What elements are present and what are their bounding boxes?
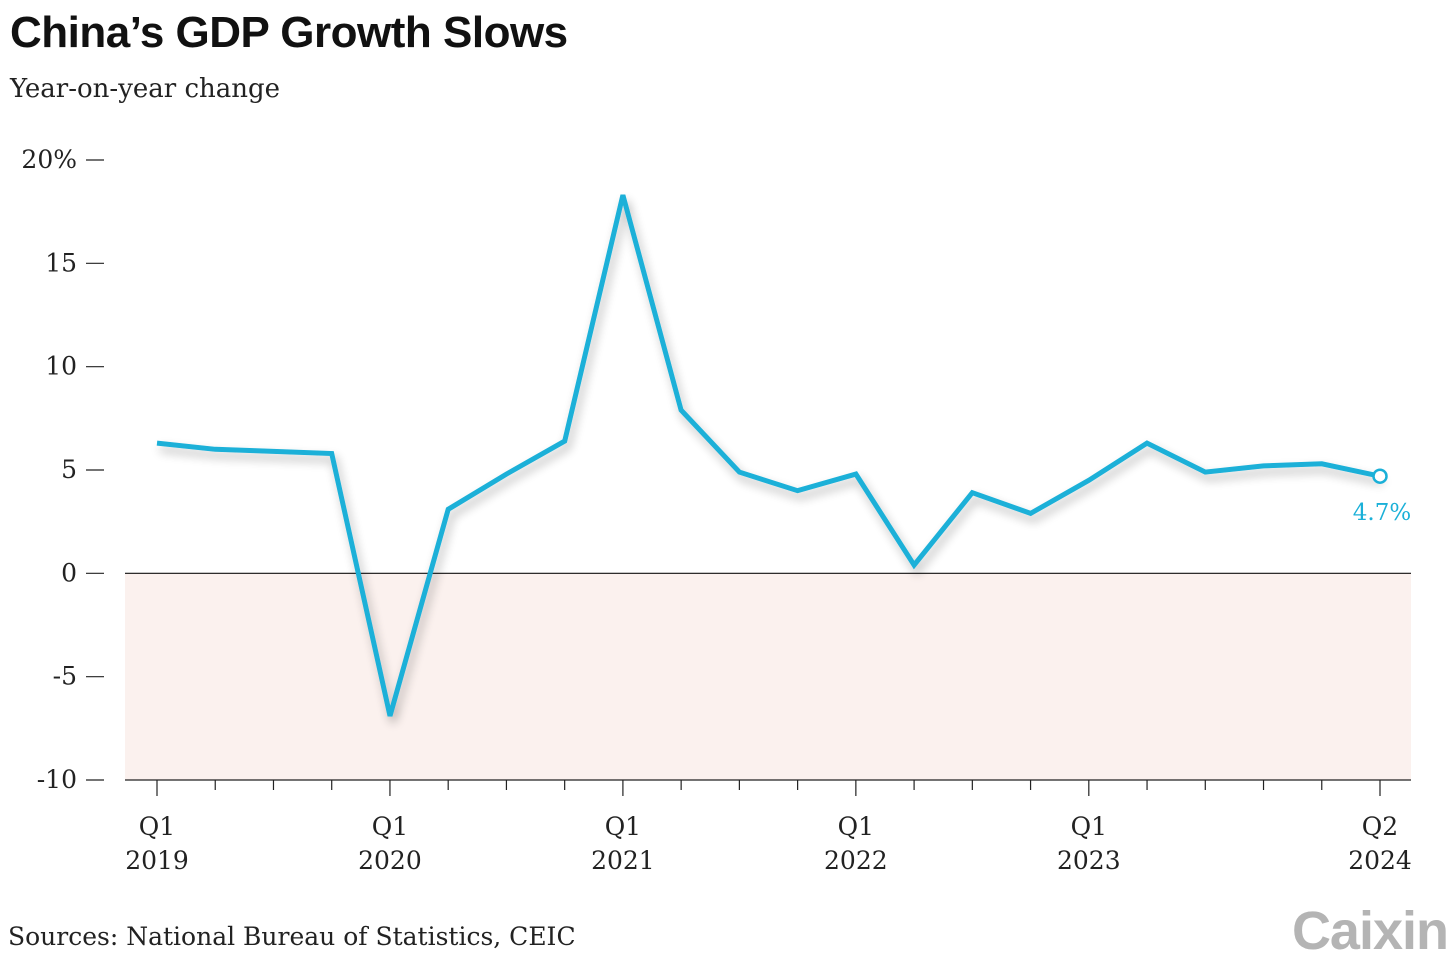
x-tick-quarter-label: Q1 bbox=[605, 812, 641, 841]
x-tick-year-label: 2021 bbox=[591, 846, 655, 875]
x-axis: Q1 2019 Q1 2020 Q1 2021 Q1 2022 Q1 2023 Q2 2024 bbox=[125, 779, 1412, 875]
chart-subtitle: Year-on-year change bbox=[10, 74, 281, 104]
gdp-growth-line bbox=[156, 194, 1381, 717]
y-tick-label: 5 bbox=[61, 455, 77, 484]
x-tick-year-label: 2022 bbox=[824, 846, 888, 875]
caixin-logo: Caixin bbox=[1291, 901, 1449, 961]
x-tick-year-label: 2024 bbox=[1348, 846, 1412, 875]
latest-value-marker bbox=[1372, 468, 1388, 484]
x-tick-quarter-label: Q1 bbox=[139, 812, 175, 841]
x-tick-quarter-label: Q1 bbox=[372, 812, 408, 841]
x-tick-quarter-label: Q1 bbox=[1071, 812, 1107, 841]
x-tick-year-label: 2019 bbox=[125, 846, 189, 875]
y-tick-label: -10 bbox=[37, 765, 77, 794]
source-note: Sources: National Bureau of Statistics, … bbox=[8, 922, 576, 951]
negative-region-band bbox=[125, 573, 1411, 780]
y-axis: 20% 15 10 5 0 -5 -10 bbox=[21, 145, 104, 794]
y-tick-label: 0 bbox=[61, 558, 77, 587]
x-tick-year-label: 2023 bbox=[1057, 846, 1121, 875]
y-tick-label: 15 bbox=[45, 248, 77, 277]
y-tick-label: -5 bbox=[53, 662, 77, 691]
x-tick-year-label: 2020 bbox=[358, 846, 422, 875]
y-tick-label: 20% bbox=[21, 145, 77, 174]
chart-title: China’s GDP Growth Slows bbox=[10, 8, 568, 57]
x-tick-quarter-label: Q2 bbox=[1362, 812, 1398, 841]
y-tick-label: 10 bbox=[45, 352, 77, 381]
latest-value-label: 4.7% bbox=[1353, 500, 1411, 526]
x-tick-quarter-label: Q1 bbox=[838, 812, 874, 841]
